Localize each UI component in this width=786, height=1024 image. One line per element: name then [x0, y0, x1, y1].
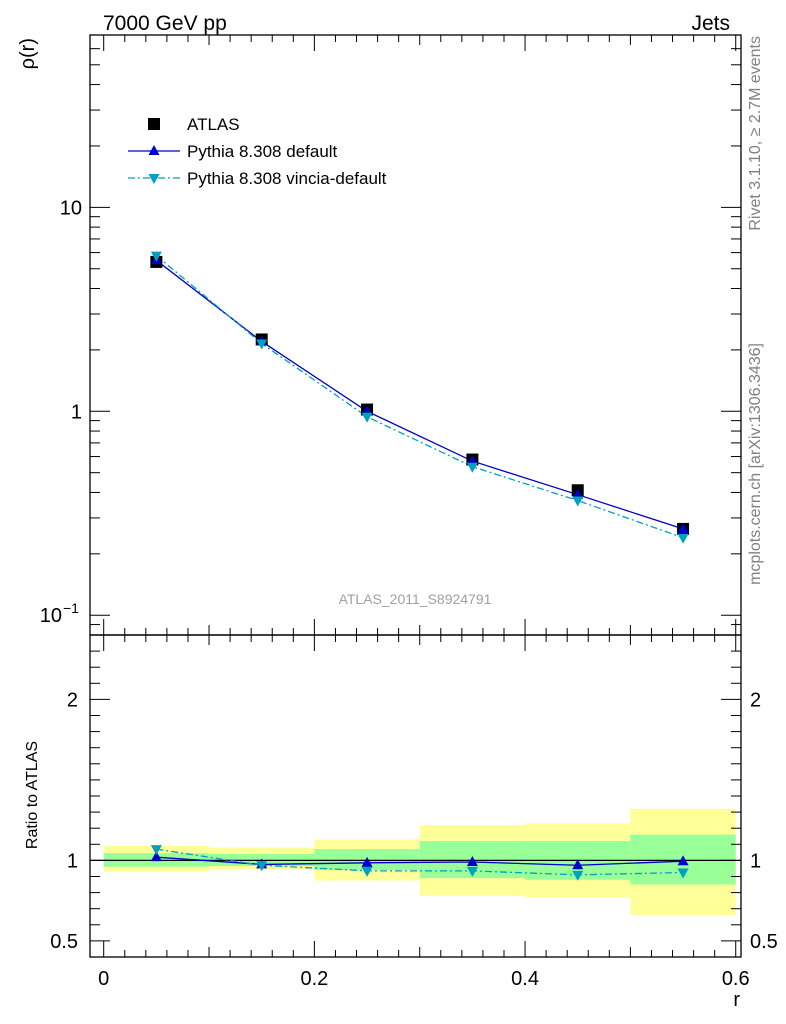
- ratio-line-triangle-up: [156, 856, 684, 866]
- ratio-y-tick-label: 0.5: [50, 931, 78, 953]
- ratio-markers: [150, 845, 689, 881]
- main-y-tick-exponent: −1: [63, 600, 79, 616]
- main-point-triangle-up: [677, 522, 689, 533]
- ratio-point-triangle-down: [572, 870, 584, 881]
- legend-label: ATLAS: [187, 115, 240, 134]
- legend: ATLAS Pythia 8.308 default Pythia 8.308 vi…: [128, 115, 387, 188]
- ratio-point-triangle-down: [256, 861, 268, 872]
- main-point-triangle-down: [256, 339, 268, 350]
- ratio-point-triangle-up: [150, 851, 162, 862]
- main-point-triangle-down: [677, 533, 689, 544]
- header-right: Jets: [691, 12, 730, 35]
- legend-marker-triangle-down: [148, 174, 160, 184]
- x-tick-label: 0.6: [722, 968, 750, 990]
- ratio-point-triangle-up: [361, 856, 373, 867]
- ratio-ylabel: Ratio to ATLAS: [24, 741, 41, 849]
- legend-marker-triangle-up: [148, 145, 160, 155]
- main-y-tick-label: 1: [71, 401, 82, 423]
- main-point-triangle-down: [361, 412, 373, 423]
- ratio-point-triangle-up: [677, 855, 689, 866]
- legend-marker-square: [148, 118, 160, 130]
- ratio-point-triangle-down: [150, 845, 162, 856]
- main-line-triangle-up: [155, 259, 684, 530]
- main-point-triangle-down: [150, 251, 162, 262]
- x-tick-label: 0.4: [511, 968, 539, 990]
- main-markers: [150, 251, 690, 544]
- header-left: 7000 GeV pp: [103, 12, 227, 35]
- ratio-y-tick-label-right: 0.5: [750, 931, 778, 953]
- ratio-y-tick-label: 1: [67, 850, 78, 872]
- main-point-triangle-down: [466, 462, 478, 473]
- ratio-point-triangle-up: [466, 856, 478, 867]
- main-y-tick-label: 10: [40, 605, 62, 627]
- main-line-triangle-down: [155, 255, 684, 539]
- main-point-triangle-up: [466, 455, 478, 466]
- ratio-series-lines: [156, 848, 684, 876]
- main-y-tick-label: 10: [60, 197, 82, 219]
- ratio-point-triangle-down: [677, 868, 689, 879]
- ratio-xlabel: r: [733, 989, 740, 1011]
- main-ylabel: ρ(r): [17, 38, 39, 69]
- legend-label: Pythia 8.308 vincia-default: [187, 169, 387, 188]
- main-point-triangle-down: [572, 496, 584, 507]
- analysis-id: ATLAS_2011_S8924791: [339, 591, 492, 607]
- main-point-triangle-up: [572, 488, 584, 499]
- ratio-point-triangle-down: [361, 866, 373, 877]
- x-tick-label: 0.2: [300, 968, 328, 990]
- ratio-line-triangle-down: [156, 848, 684, 876]
- rivet-label: Rivet 3.1.10, ≥ 2.7M events: [747, 36, 764, 231]
- main-series-lines: [155, 255, 684, 539]
- ratio-y-tick-label-right: 2: [750, 689, 761, 711]
- ratio-point-triangle-up: [572, 859, 584, 870]
- mcplots-label: mcplots.cern.ch [arXiv:1306.3436]: [747, 343, 764, 585]
- x-tick-label: 0: [98, 968, 109, 990]
- ratio-y-tick-label-right: 1: [750, 850, 761, 872]
- ratio-point-triangle-down: [466, 866, 478, 877]
- legend-label: Pythia 8.308 default: [187, 142, 338, 161]
- ratio-y-tick-label: 2: [67, 689, 78, 711]
